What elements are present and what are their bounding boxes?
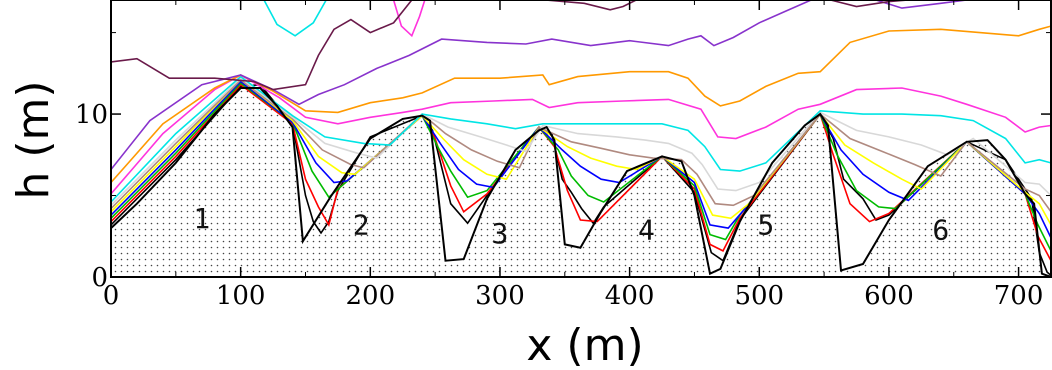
flow-line-6: [111, 78, 1051, 213]
bed-fill: [111, 88, 1051, 277]
plot-frame: [110, 0, 1052, 278]
flow-line-10: [111, 25, 1051, 184]
x-tick-label: 500: [734, 281, 784, 311]
x-tick-label: 400: [605, 281, 655, 311]
dune-label-3: 3: [492, 217, 509, 250]
flow-line-2: [111, 83, 1051, 262]
dune-label-4: 4: [638, 214, 655, 247]
flow-line-7: [111, 77, 1051, 206]
plot-area: 1 2 3 4 5 6: [111, 0, 1051, 277]
flow-line-12: [111, 0, 413, 91]
flow-line-8-segment: [263, 0, 327, 37]
axis-ticks: 0 100 200 300 400 500 600 700 0 10: [75, 0, 1051, 311]
y-tick-label: 0: [91, 263, 108, 293]
x-tick-label: 0: [103, 281, 120, 311]
flow-line-1: [111, 83, 1051, 277]
dune-label-2: 2: [353, 209, 370, 242]
x-tick-label: 100: [216, 281, 266, 311]
y-tick-label: 10: [75, 100, 108, 130]
flow-line-9: [111, 74, 1051, 195]
flow-line-12-segment: [545, 0, 637, 11]
flow-line-3: [111, 82, 1051, 252]
x-tick-label: 600: [864, 281, 914, 311]
dune-label-5: 5: [757, 209, 774, 242]
x-tick-label: 300: [475, 281, 525, 311]
x-tick-label: 700: [994, 281, 1044, 311]
flow-line-8: [111, 75, 1051, 203]
dune-label-1: 1: [193, 202, 210, 235]
flow-line-4: [111, 80, 1051, 239]
dune-label-6: 6: [932, 214, 949, 247]
y-axis-label: h (m): [8, 80, 59, 199]
bed-profile-line: [111, 87, 1051, 277]
x-axis-label: x (m): [526, 320, 643, 370]
x-tick-label: 200: [345, 281, 395, 311]
flow-line-5: [111, 78, 1051, 226]
